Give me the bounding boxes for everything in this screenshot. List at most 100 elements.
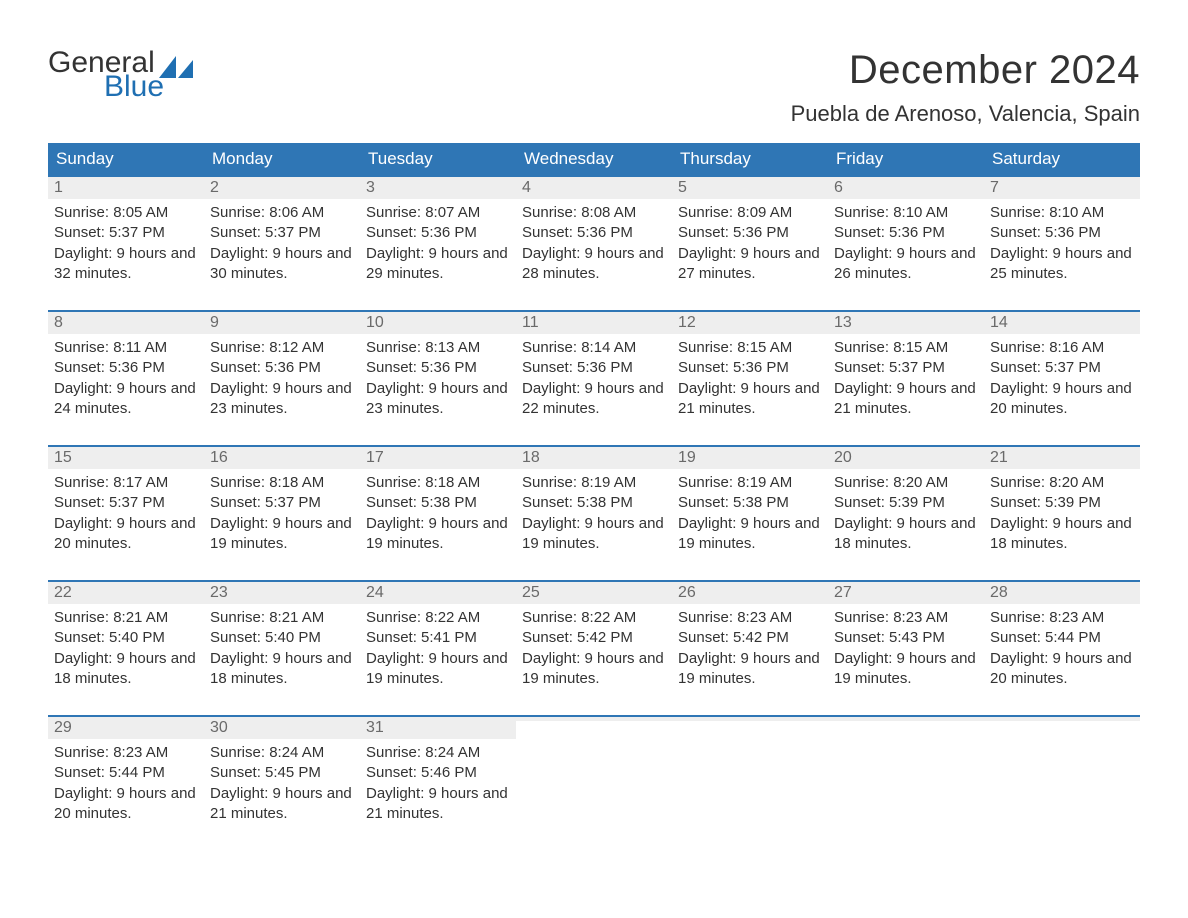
day-number: 27 bbox=[834, 584, 852, 601]
sunset-line: Sunset: 5:36 PM bbox=[54, 358, 198, 378]
day-body: Sunrise: 8:10 AMSunset: 5:36 PMDaylight:… bbox=[984, 199, 1140, 290]
day-number: 10 bbox=[366, 314, 384, 331]
sunrise-line: Sunrise: 8:18 AM bbox=[366, 473, 510, 493]
sunrise-line: Sunrise: 8:15 AM bbox=[834, 338, 978, 358]
sunset-line: Sunset: 5:38 PM bbox=[678, 493, 822, 513]
day-cell: 25Sunrise: 8:22 AMSunset: 5:42 PMDayligh… bbox=[516, 582, 672, 695]
day-number: 17 bbox=[366, 449, 384, 466]
daylight-line: Daylight: 9 hours and 20 minutes. bbox=[990, 649, 1134, 690]
weeks-container: 1Sunrise: 8:05 AMSunset: 5:37 PMDaylight… bbox=[48, 175, 1140, 830]
day-number-row: 15 bbox=[48, 447, 204, 469]
day-number-row: 22 bbox=[48, 582, 204, 604]
daylight-line: Daylight: 9 hours and 23 minutes. bbox=[366, 379, 510, 420]
day-number: 19 bbox=[678, 449, 696, 466]
sunrise-line: Sunrise: 8:13 AM bbox=[366, 338, 510, 358]
day-number-row: 1 bbox=[48, 177, 204, 199]
day-number-row bbox=[828, 717, 984, 721]
sunset-line: Sunset: 5:44 PM bbox=[54, 763, 198, 783]
sunrise-line: Sunrise: 8:21 AM bbox=[54, 608, 198, 628]
daylight-line: Daylight: 9 hours and 19 minutes. bbox=[834, 649, 978, 690]
day-number: 6 bbox=[834, 179, 843, 196]
week-row: 1 Sunrise: 8:05 AMSunset: 5:37 PM Daylight… bbox=[48, 175, 1140, 290]
sunrise-line: Sunrise: 8:11 AM bbox=[54, 338, 198, 358]
day-cell: 23Sunrise: 8:21 AMSunset: 5:40 PMDayligh… bbox=[204, 582, 360, 695]
day-cell: 7 Sunrise: 8:10 AMSunset: 5:36 PMDaylight… bbox=[984, 177, 1140, 290]
sunrise-line: Sunrise: 8:05 AM bbox=[54, 203, 198, 223]
daylight-line: Daylight: 9 hours and 27 minutes. bbox=[678, 244, 822, 285]
daylight-line: Daylight: 9 hours and 23 minutes. bbox=[210, 379, 354, 420]
day-number-row: 30 bbox=[204, 717, 360, 739]
daylight-line: Daylight: 9 hours and 20 minutes. bbox=[54, 514, 198, 555]
day-body: Sunrise: 8:15 AMSunset: 5:36 PMDaylight:… bbox=[672, 334, 828, 425]
day-body: Sunrise: 8:09 AMSunset: 5:36 PMDaylight:… bbox=[672, 199, 828, 290]
sunrise-line: Sunrise: 8:21 AM bbox=[210, 608, 354, 628]
sunrise-line: Sunrise: 8:08 AM bbox=[522, 203, 666, 223]
day-number-row: 3 bbox=[360, 177, 516, 199]
day-body: Sunrise: 8:23 AMSunset: 5:42 PMDaylight:… bbox=[672, 604, 828, 695]
weekday-header: Saturday bbox=[984, 143, 1140, 175]
sunset-line: Sunset: 5:36 PM bbox=[678, 358, 822, 378]
day-number-row bbox=[984, 717, 1140, 721]
day-number-row: 12 bbox=[672, 312, 828, 334]
day-body: Sunrise: 8:21 AMSunset: 5:40 PMDaylight:… bbox=[204, 604, 360, 695]
day-cell: 9Sunrise: 8:12 AMSunset: 5:36 PMDaylight… bbox=[204, 312, 360, 425]
sunset-line: Sunset: 5:36 PM bbox=[210, 358, 354, 378]
sunrise-line: Sunrise: 8:19 AM bbox=[678, 473, 822, 493]
sunrise-line: Sunrise: 8:22 AM bbox=[522, 608, 666, 628]
day-number-row: 8 bbox=[48, 312, 204, 334]
sunset-line: Sunset: 5:45 PM bbox=[210, 763, 354, 783]
day-number: 24 bbox=[366, 584, 384, 601]
day-cell: 29Sunrise: 8:23 AMSunset: 5:44 PMDayligh… bbox=[48, 717, 204, 830]
day-body: Sunrise: 8:21 AMSunset: 5:40 PMDaylight:… bbox=[48, 604, 204, 695]
daylight-line: Daylight: 9 hours and 29 minutes. bbox=[366, 244, 510, 285]
day-cell bbox=[672, 717, 828, 830]
sunrise-line: Sunrise: 8:20 AM bbox=[990, 473, 1134, 493]
day-body: Sunrise: 8:19 AMSunset: 5:38 PMDaylight:… bbox=[516, 469, 672, 560]
day-body: Sunrise: 8:15 AMSunset: 5:37 PMDaylight:… bbox=[828, 334, 984, 425]
day-number-row: 13 bbox=[828, 312, 984, 334]
daylight-line: Daylight: 9 hours and 18 minutes. bbox=[834, 514, 978, 555]
sunset-line: Sunset: 5:41 PM bbox=[366, 628, 510, 648]
day-number: 13 bbox=[834, 314, 852, 331]
daylight-line: Daylight: 9 hours and 19 minutes. bbox=[678, 514, 822, 555]
day-body: Sunrise: 8:20 AMSunset: 5:39 PMDaylight:… bbox=[828, 469, 984, 560]
sunset-line: Sunset: 5:40 PM bbox=[54, 628, 198, 648]
day-cell bbox=[516, 717, 672, 830]
day-number: 3 bbox=[366, 179, 375, 196]
sunset-line: Sunset: 5:38 PM bbox=[522, 493, 666, 513]
day-number: 2 bbox=[210, 179, 219, 196]
day-number-row: 25 bbox=[516, 582, 672, 604]
sunrise-line: Sunrise: 8:16 AM bbox=[990, 338, 1134, 358]
day-cell: 4Sunrise: 8:08 AMSunset: 5:36 PMDaylight… bbox=[516, 177, 672, 290]
day-cell: 17Sunrise: 8:18 AMSunset: 5:38 PMDayligh… bbox=[360, 447, 516, 560]
weekday-header: Tuesday bbox=[360, 143, 516, 175]
day-cell: 19 Sunrise: 8:19 AMSunset: 5:38 PMDayligh… bbox=[672, 447, 828, 560]
day-number-row bbox=[516, 717, 672, 721]
day-number: 30 bbox=[210, 719, 228, 736]
daylight-line: Daylight: 9 hours and 21 minutes. bbox=[366, 784, 510, 825]
sunset-line: Sunset: 5:37 PM bbox=[210, 493, 354, 513]
day-cell: 6Sunrise: 8:10 AMSunset: 5:36 PMDaylight… bbox=[828, 177, 984, 290]
sunrise-line: Sunrise: 8:10 AM bbox=[990, 203, 1134, 223]
day-number-row: 18 bbox=[516, 447, 672, 469]
sunset-line: Sunset: 5:37 PM bbox=[990, 358, 1134, 378]
daylight-line: Daylight: 9 hours and 21 minutes. bbox=[678, 379, 822, 420]
day-number: 14 bbox=[990, 314, 1008, 331]
day-cell: 3Sunrise: 8:07 AMSunset: 5:36 PMDaylight… bbox=[360, 177, 516, 290]
day-number-row: 24 bbox=[360, 582, 516, 604]
daylight-line: Daylight: 9 hours and 20 minutes. bbox=[990, 379, 1134, 420]
sunset-line: Sunset: 5:37 PM bbox=[54, 223, 198, 243]
week-row: 8Sunrise: 8:11 AMSunset: 5:36 PMDaylight… bbox=[48, 310, 1140, 425]
daylight-line: Daylight: 9 hours and 19 minutes. bbox=[678, 649, 822, 690]
day-number: 29 bbox=[54, 719, 72, 736]
day-number: 7 bbox=[990, 179, 999, 196]
day-number: 31 bbox=[366, 719, 384, 736]
day-number: 4 bbox=[522, 179, 531, 196]
day-body: Sunrise: 8:23 AMSunset: 5:44 PMDaylight:… bbox=[984, 604, 1140, 695]
day-body: Sunrise: 8:20 AMSunset: 5:39 PMDaylight:… bbox=[984, 469, 1140, 560]
day-body: Sunrise: 8:22 AMSunset: 5:42 PMDaylight:… bbox=[516, 604, 672, 695]
sunset-line: Sunset: 5:42 PM bbox=[678, 628, 822, 648]
day-number-row: 17 bbox=[360, 447, 516, 469]
day-body: Sunrise: 8:19 AMSunset: 5:38 PMDaylight:… bbox=[672, 469, 828, 560]
daylight-line: Daylight: 9 hours and 19 minutes. bbox=[366, 514, 510, 555]
